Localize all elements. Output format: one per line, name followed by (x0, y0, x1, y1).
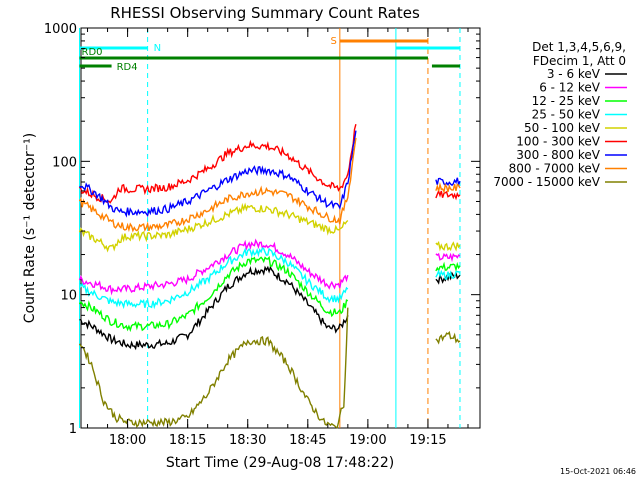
legend-label: 12 - 25 keV (532, 94, 601, 108)
series-line (435, 252, 461, 263)
series-line (79, 130, 357, 218)
series-line (78, 137, 357, 233)
x-axis-label: Start Time (29-Aug-08 17:48:22) (166, 455, 394, 471)
legend-header-2: FDecim 1, Att 0 (533, 54, 626, 68)
legend-header-1: Det 1,3,4,5,6,9, (532, 40, 626, 54)
legend-label: 6 - 12 keV (539, 81, 601, 95)
legend-label: 3 - 6 keV (547, 67, 601, 81)
series-line (435, 240, 461, 252)
x-tick-label: 18:30 (229, 433, 266, 448)
flag-label: RD0 (82, 47, 103, 58)
plot-border (80, 27, 481, 429)
series-line (435, 189, 461, 201)
series-line (435, 261, 461, 273)
series-line (78, 124, 357, 204)
flag-label: RD4 (117, 62, 138, 73)
x-tick-label: 18:00 (109, 433, 146, 448)
series-line (435, 269, 461, 280)
legend-label: 100 - 300 keV (516, 135, 600, 149)
y-tick-label: 10 (60, 289, 77, 304)
legend-label: 7000 - 15000 keV (493, 175, 600, 189)
series-line (78, 247, 349, 310)
y-tick-label: 100 (52, 155, 77, 170)
series-line (78, 307, 349, 429)
series-line (435, 182, 461, 194)
legend: Det 1,3,4,5,6,9, FDecim 1, Att 0 3 - 6 k… (493, 40, 627, 189)
y-axis-label: Count Rate (s⁻¹ detector⁻¹) (22, 133, 38, 323)
flag-label: N (154, 43, 161, 54)
flag-label: S (330, 36, 336, 47)
y-axis: 1 10 100 1000 (44, 22, 480, 437)
legend-label: 800 - 7000 keV (509, 162, 601, 176)
render-timestamp: 15-Oct-2021 06:46 (560, 467, 636, 476)
flag-bars: N S RD0 RD4 (79, 36, 460, 73)
x-tick-label: 18:45 (289, 433, 326, 448)
series-line (435, 330, 461, 345)
plot-frame (80, 27, 481, 429)
legend-label: 300 - 800 keV (516, 148, 600, 162)
series-line (435, 177, 461, 187)
legend-label: 25 - 50 keV (532, 108, 601, 122)
series-line (78, 255, 349, 333)
series-layer (78, 124, 461, 429)
time-markers (79, 28, 461, 428)
x-tick-label: 19:15 (409, 433, 446, 448)
chart-title: RHESSI Observing Summary Count Rates (110, 4, 420, 22)
x-tick-label: 19:00 (349, 433, 386, 448)
y-tick-label: 1 (69, 422, 77, 437)
y-tick-label: 1000 (44, 22, 77, 37)
x-tick-label: 18:15 (169, 433, 206, 448)
series-line (78, 238, 349, 296)
legend-label: 50 - 100 keV (524, 121, 601, 135)
series-line (79, 265, 349, 351)
series-line (78, 202, 349, 253)
x-axis: 18:00 18:15 18:30 18:45 19:00 19:15 (87, 28, 469, 448)
